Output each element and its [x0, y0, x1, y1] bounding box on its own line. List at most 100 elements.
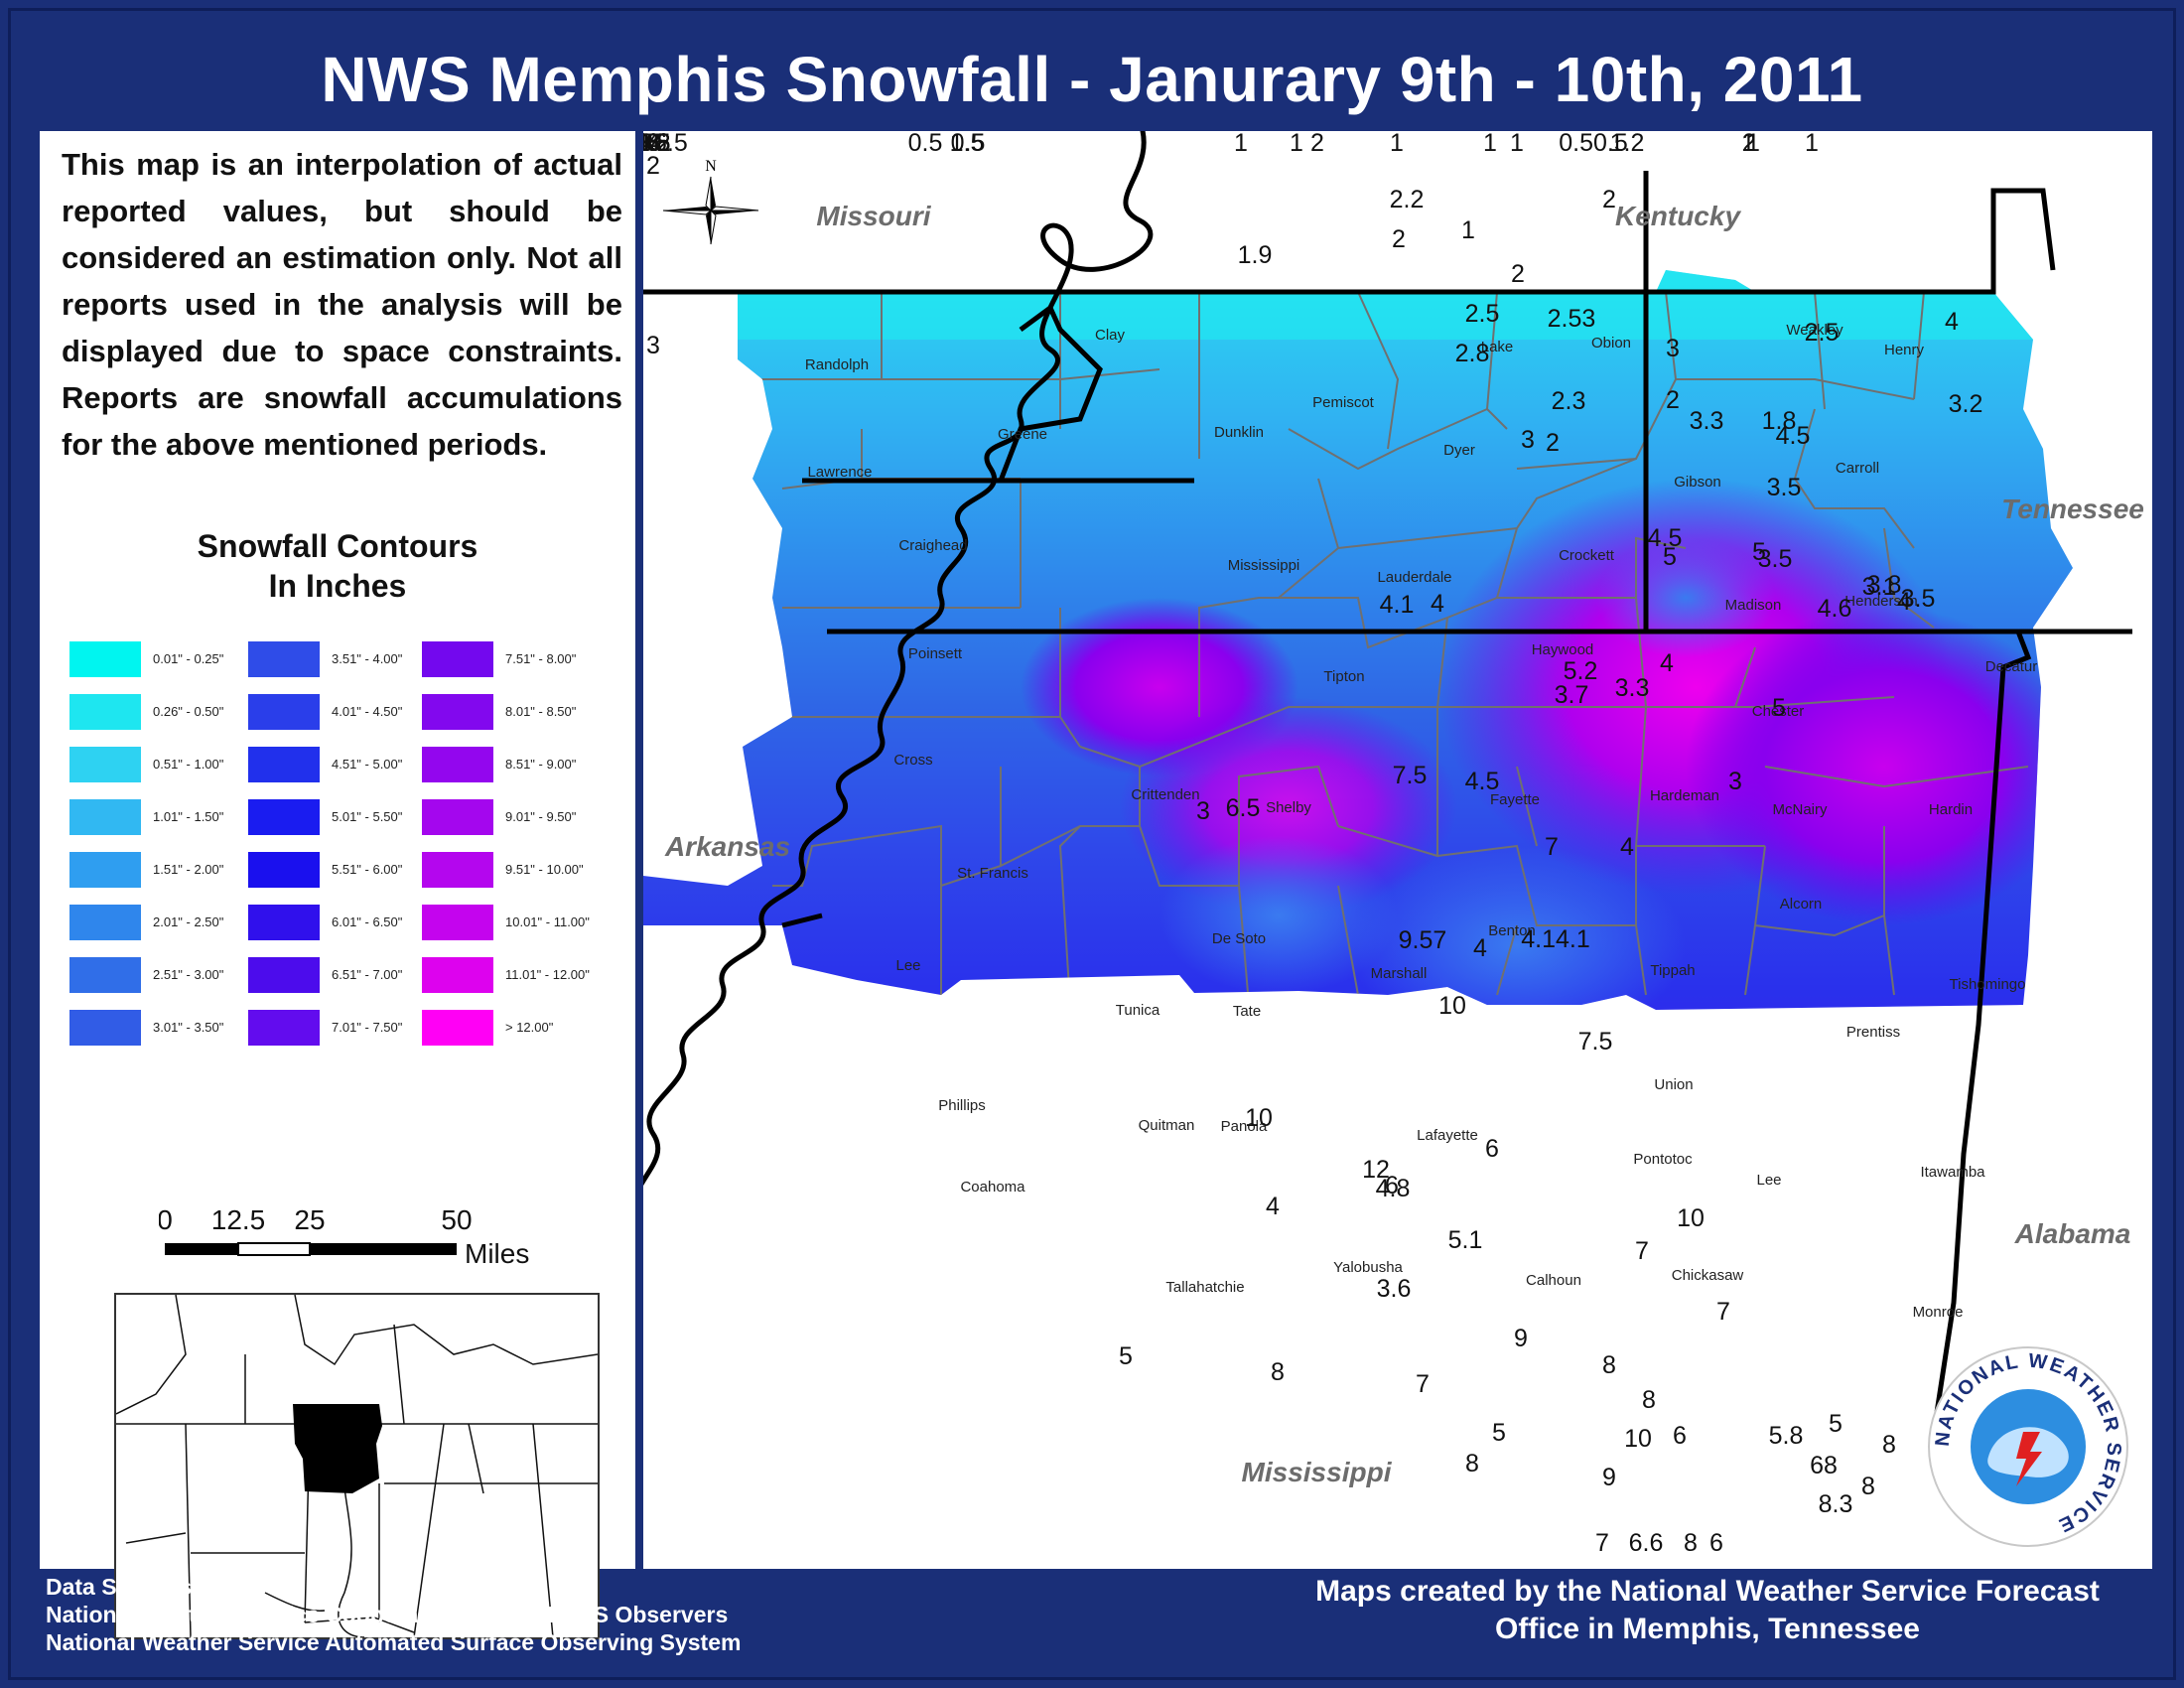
- county-label: De Soto: [1212, 930, 1266, 947]
- county-label: Decatur: [1985, 658, 2038, 675]
- snowfall-report-value: 1: [1741, 131, 1755, 157]
- legend-item: 3.01" - 3.50": [69, 1001, 223, 1054]
- snowfall-report-value: 3: [646, 332, 660, 359]
- snowfall-report-value: 6: [1673, 1422, 1687, 1450]
- snowfall-report-value: 7.5: [1393, 762, 1428, 789]
- legend-swatch: [422, 956, 493, 993]
- county-label: Lawrence: [807, 464, 872, 481]
- snowfall-report-value: 1.8: [643, 131, 670, 157]
- county-label: Crittenden: [1131, 786, 1199, 803]
- county-label: Pemiscot: [1312, 394, 1375, 411]
- snowfall-report-value: 7: [1635, 1237, 1649, 1265]
- scale-bar: 0 12.5 25 50 Miles: [159, 1204, 529, 1269]
- info-panel: This map is an interpolation of actual r…: [40, 131, 635, 1639]
- snowfall-report-value: 3: [1521, 426, 1535, 454]
- snowfall-report-value: 2.2: [1390, 186, 1425, 213]
- snowfall-report-value: 1: [1746, 131, 1760, 157]
- legend-swatch: [422, 640, 493, 677]
- snowfall-report-value: 4: [646, 131, 660, 157]
- legend-swatch: [422, 851, 493, 888]
- county-label: Yalobusha: [1333, 1259, 1403, 1276]
- snowfall-report-value: 5: [1663, 543, 1677, 571]
- legend-swatch: [69, 746, 141, 782]
- map-description: This map is an interpolation of actual r…: [62, 147, 622, 462]
- snowfall-report-value: 4: [1266, 1193, 1280, 1220]
- snowfall-report-value: 4: [1620, 833, 1634, 861]
- snowfall-report-value: 1: [1461, 216, 1475, 244]
- snowfall-report-value: 68: [1810, 1452, 1838, 1479]
- county-label: Lake: [1481, 339, 1514, 355]
- legend-swatch: [69, 1009, 141, 1046]
- county-label: Pontotoc: [1633, 1151, 1693, 1168]
- snowfall-report-value: 0.50.5: [1559, 131, 1628, 157]
- county-label: Carroll: [1836, 460, 1879, 477]
- snowfall-report-value: 9: [1602, 1464, 1616, 1491]
- legend-column: 3.51" - 4.00" 4.01" - 4.50" 4.51" - 5.00" 5…: [248, 633, 402, 1054]
- legend-item: 7.01" - 7.50": [248, 1001, 402, 1054]
- county-label: Dunklin: [1214, 424, 1264, 441]
- snowfall-report-value: 10: [1245, 1104, 1273, 1132]
- page-title: NWS Memphis Snowfall - Janurary 9th - 10…: [321, 44, 1863, 115]
- svg-text:N: N: [705, 158, 717, 175]
- snowfall-report-value: 5: [1752, 538, 1766, 566]
- locator-inset-map: [114, 1293, 600, 1639]
- snowfall-report-value: 4.8: [1376, 1175, 1411, 1202]
- snowfall-report-value: 2.5: [1465, 300, 1500, 328]
- county-label: Hardin: [1929, 801, 1973, 818]
- legend-item: 3.51" - 4.00": [248, 633, 402, 685]
- snowfall-report-value: 3.2: [643, 131, 670, 157]
- snowfall-report-value: 1.8: [1762, 407, 1797, 435]
- legend-item: 10.01" - 11.00": [422, 896, 590, 948]
- legend-label: 6.01" - 6.50": [332, 914, 403, 929]
- county-label: Phillips: [938, 1097, 986, 1114]
- county-label: Calhoun: [1526, 1272, 1581, 1289]
- legend-item: 2.01" - 2.50": [69, 896, 223, 948]
- county-boundaries: [738, 291, 2029, 1006]
- snowfall-report-value: 8: [646, 131, 660, 157]
- legend-swatch: [69, 693, 141, 730]
- legend-label: 4.01" - 4.50": [332, 704, 403, 719]
- snowfall-report-value: 1: [1510, 131, 1524, 157]
- scale-segment-3: [310, 1243, 457, 1255]
- legend-item: 4.01" - 4.50": [248, 685, 402, 738]
- county-label: Henderson: [1844, 593, 1917, 610]
- legend-label: 9.51" - 10.00": [505, 862, 584, 877]
- county-label: Prentiss: [1846, 1024, 1900, 1041]
- county-label: Lee: [895, 957, 920, 974]
- snowfall-report-value: 6: [646, 131, 660, 157]
- snowfall-report-value: 6: [1385, 1172, 1399, 1199]
- snowfall-report-value: 8: [1861, 1473, 1875, 1500]
- legend-item: 6.01" - 6.50": [248, 896, 402, 948]
- legend-label: > 12.00": [505, 1020, 554, 1035]
- legend-item: 8.01" - 8.50": [422, 685, 590, 738]
- snowfall-report-value: 4.1: [1380, 591, 1415, 619]
- legend-item: 9.01" - 9.50": [422, 790, 590, 843]
- county-label: Itawamba: [1920, 1164, 1985, 1181]
- county-label: Benton: [1488, 922, 1536, 939]
- county-label: Lafayette: [1417, 1127, 1478, 1144]
- snowfall-report-value: 4.6: [1818, 595, 1852, 623]
- snowfall-report-value: 1.2: [1610, 131, 1645, 157]
- county-label: Tishomingo: [1950, 976, 2026, 993]
- legend-swatch: [248, 693, 320, 730]
- snowfall-report-value: 1.9: [1238, 241, 1273, 269]
- legend-title-line2: In Inches: [268, 568, 407, 604]
- legend-swatch: [69, 904, 141, 940]
- legend-item: 7.51" - 8.00": [422, 633, 590, 685]
- county-label: Tipton: [1323, 668, 1364, 685]
- snowfall-report-value: 3.1: [1862, 573, 1897, 601]
- legend-item: 1.51" - 2.00": [69, 843, 223, 896]
- snowfall-report-value: 3.7: [1555, 681, 1589, 709]
- snowfall-report-value: 10: [1677, 1204, 1705, 1232]
- snowfall-report-value: 2: [646, 152, 660, 180]
- snowfall-report-value: 7: [1595, 1529, 1609, 1557]
- county-label: Henry: [1884, 342, 1925, 358]
- legend-label: 7.51" - 8.00": [505, 651, 577, 666]
- county-label: Lee: [1756, 1172, 1781, 1189]
- county-label: Obion: [1591, 335, 1631, 352]
- legend-swatch: [422, 798, 493, 835]
- snowfall-report-value: 2: [1511, 260, 1525, 288]
- county-labels: Randolph Clay Dunklin Pemiscot Lake Obion Weak…: [805, 322, 2037, 1321]
- snowfall-report-value: 6: [646, 131, 660, 157]
- county-label: Lauderdale: [1377, 569, 1451, 586]
